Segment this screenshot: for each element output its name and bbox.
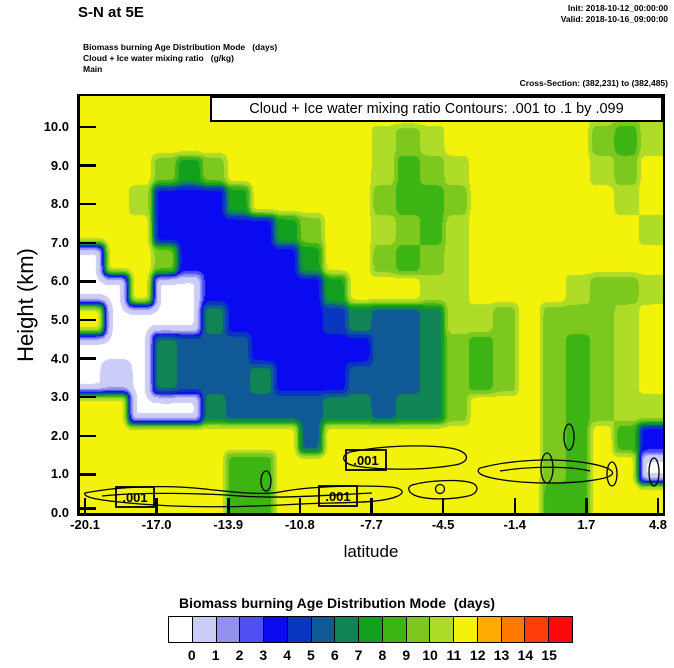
y-axis-tick-label: 6.0 bbox=[50, 273, 69, 289]
cross-section-coordinates: Cross-Section: (382,231) to (382,485) bbox=[519, 78, 668, 88]
page-title: S-N at 5E bbox=[78, 4, 144, 21]
field-name-contour: Cloud + Ice water mixing ratio (g/kg) bbox=[83, 53, 234, 63]
y-axis-tick bbox=[80, 434, 96, 438]
x-axis-tick bbox=[370, 498, 373, 513]
x-axis-tick-label: -7.7 bbox=[360, 517, 383, 532]
colorbar-tick-label: 0 bbox=[187, 647, 196, 663]
x-axis-tick-label: -20.1 bbox=[70, 517, 100, 532]
colorbar-tick-label: 1 bbox=[211, 647, 220, 663]
colorbar-cell bbox=[286, 616, 312, 643]
x-axis-tick bbox=[155, 498, 158, 513]
colorbar-cell bbox=[548, 616, 574, 643]
y-axis-tick bbox=[80, 202, 96, 206]
y-axis-tick-label: 9.0 bbox=[50, 157, 69, 173]
colorbar-cell bbox=[453, 616, 478, 643]
y-axis-tick bbox=[80, 357, 96, 360]
contour-label-box bbox=[115, 486, 155, 508]
colorbar-cell bbox=[168, 616, 193, 643]
colorbar-cell bbox=[310, 616, 336, 643]
colorbar-tick-label: 11 bbox=[446, 647, 462, 663]
y-axis-tick-label: 3.0 bbox=[50, 389, 69, 405]
x-axis-tick-label: -17.0 bbox=[141, 517, 172, 532]
x-axis-tick bbox=[227, 498, 230, 513]
colorbar-cell bbox=[476, 616, 502, 643]
colorbar-tick-label: 14 bbox=[517, 647, 534, 663]
y-axis-tick-label: 8.0 bbox=[50, 196, 69, 212]
y-axis-tick-label: 4.0 bbox=[50, 350, 69, 366]
contour-info-box: Cloud + Ice water mixing ratio Contours:… bbox=[210, 96, 663, 122]
colorbar-tick-label: 15 bbox=[541, 647, 557, 663]
colorbar-swatches bbox=[168, 616, 574, 643]
colorbar-cell bbox=[429, 616, 455, 643]
colorbar-tick-label: 10 bbox=[422, 647, 438, 663]
colorbar-cell bbox=[524, 616, 550, 643]
colorbar-cell bbox=[500, 616, 526, 643]
y-axis-tick bbox=[80, 125, 96, 129]
y-axis-tick-label: 10.0 bbox=[43, 119, 69, 134]
x-axis-tick bbox=[441, 498, 445, 513]
plot-area: .001 .001 .001 Cloud + Ice water mixing … bbox=[80, 96, 663, 513]
x-axis-tick-label: -10.8 bbox=[285, 517, 315, 532]
contour-overlay: .001 .001 .001 bbox=[84, 423, 660, 508]
y-axis-tick bbox=[80, 395, 96, 399]
colorbar-cell bbox=[381, 616, 407, 643]
plot-frame: .001 .001 .001 Cloud + Ice water mixing … bbox=[77, 94, 665, 516]
x-axis-tick-label: -1.4 bbox=[503, 517, 526, 532]
colorbar-tick-label: 9 bbox=[402, 647, 411, 663]
colorbar-title: Biomass burning Age Distribution Mode (d… bbox=[178, 595, 496, 611]
x-axis-tick bbox=[585, 498, 588, 513]
valid-timestamp: Valid: 2018-10-16_09:00:00 bbox=[560, 14, 668, 24]
colorbar-tick-label: 12 bbox=[469, 647, 486, 663]
colorbar-cell bbox=[191, 616, 217, 643]
init-timestamp: Init: 2018-10-12_00:00:00 bbox=[567, 3, 668, 13]
field-name-shaded: Biomass burning Age Distribution Mode (d… bbox=[83, 42, 278, 52]
colorbar-tick-label: 6 bbox=[330, 647, 339, 663]
x-axis-tick bbox=[298, 498, 302, 513]
x-axis-title: latitude bbox=[343, 542, 399, 561]
contour-label-text: .001 bbox=[122, 490, 147, 505]
contour-label-text: .001 bbox=[353, 453, 378, 468]
colorbar-tick-label: 13 bbox=[493, 647, 510, 663]
filled-contour-field bbox=[80, 96, 663, 513]
x-axis-tick bbox=[513, 498, 516, 513]
y-axis-tick bbox=[80, 280, 96, 283]
x-axis-tick bbox=[83, 498, 87, 513]
colorbar-cell bbox=[334, 616, 360, 643]
y-axis-tick-label: 5.0 bbox=[50, 312, 69, 327]
y-axis-tick bbox=[80, 318, 96, 322]
y-axis-tick bbox=[80, 241, 96, 245]
colorbar-tick-label: 2 bbox=[235, 647, 244, 663]
x-axis-tick bbox=[656, 498, 660, 513]
colorbar-tick-label: 8 bbox=[378, 647, 387, 663]
y-axis-tick bbox=[80, 473, 96, 476]
colorbar-cell bbox=[215, 616, 241, 643]
y-axis-tick-label: 0.0 bbox=[50, 505, 69, 520]
x-axis-tick-label: 4.8 bbox=[648, 517, 668, 532]
x-axis-tick-label: -13.9 bbox=[213, 517, 244, 532]
contour-label-group: .001 .001 .001 bbox=[115, 449, 387, 508]
x-axis-tick-label: -4.5 bbox=[431, 517, 455, 532]
colorbar-cell bbox=[405, 616, 431, 643]
y-axis-tick-label: 2.0 bbox=[50, 427, 69, 443]
colorbar-tick-label: 7 bbox=[354, 647, 363, 663]
colorbar-tick-label: 4 bbox=[283, 647, 291, 663]
colorbar-cell bbox=[358, 616, 383, 643]
contour-label-box bbox=[318, 485, 358, 507]
colorbar-tick-label: 5 bbox=[307, 647, 315, 663]
colorbar-cell bbox=[239, 616, 265, 643]
y-axis-tick-label: 7.0 bbox=[50, 234, 69, 250]
contour-label-text: .001 bbox=[325, 489, 350, 504]
domain-label: Main bbox=[83, 64, 103, 74]
colorbar-cell bbox=[263, 616, 288, 643]
y-axis-tick bbox=[80, 507, 96, 510]
contour-lines bbox=[84, 423, 660, 508]
x-axis-tick-label: 1.7 bbox=[577, 517, 596, 532]
contour-label-box bbox=[345, 449, 387, 471]
y-axis-tick-label: 1.0 bbox=[50, 466, 69, 482]
colorbar-tick-label: 3 bbox=[259, 647, 268, 663]
y-axis-tick bbox=[80, 164, 96, 167]
